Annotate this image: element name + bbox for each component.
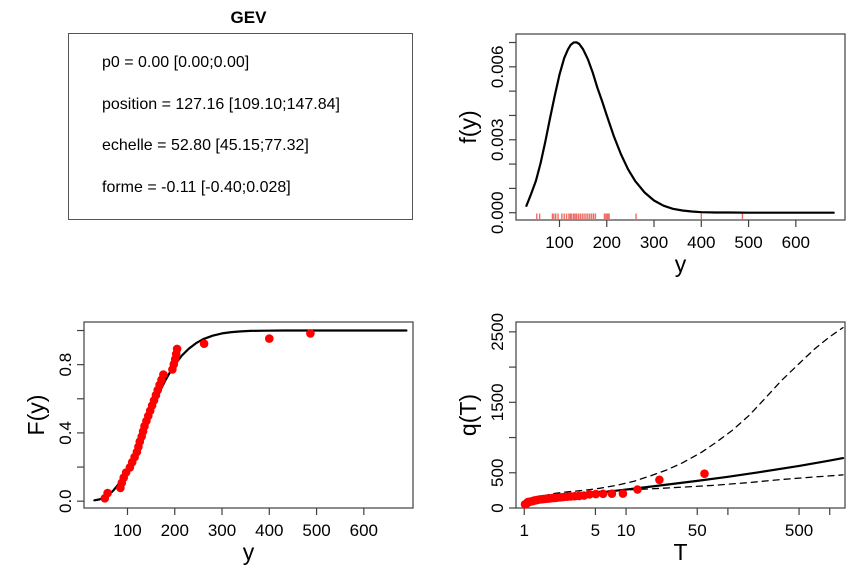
return-level-plot: 1 5 10 50 500 0 500 1500 2500 Tq(T)	[455, 313, 846, 565]
y-tick-label: 500	[488, 459, 507, 487]
x-tick-label: 100	[113, 521, 141, 540]
x-tick-label: 300	[640, 233, 668, 252]
data-point	[172, 344, 182, 354]
data-point	[199, 339, 209, 348]
x-tick-label: 600	[350, 521, 378, 540]
y-tick-label: 0.0	[56, 489, 75, 513]
data-point	[598, 489, 608, 499]
x-axis-title: T	[673, 539, 687, 565]
x-tick-label: 300	[208, 521, 236, 540]
param-forme: forme = -0.11 [-0.40;0.028]	[102, 179, 291, 196]
rug-marks	[536, 213, 744, 219]
param-position: position = 127.16 [109.10;147.84]	[102, 96, 340, 113]
y-axis-title: f(y)	[455, 110, 481, 143]
gev-parameters-panel: GEV p0 = 0.00 [0.00;0.00] position = 127…	[0, 0, 432, 288]
data-point	[306, 329, 315, 338]
fitted-gev-density-curve	[525, 41, 835, 214]
plot-frame	[83, 321, 414, 509]
x-axis: 100 200 300 400 500 600	[113, 508, 378, 540]
plot-frame	[515, 321, 846, 509]
data-point	[700, 469, 709, 478]
density-plot: 100 200 300 400 500 600 0.000 0.003 0.006 y f(y)	[455, 33, 846, 277]
y-tick-label: 0	[488, 503, 507, 512]
y-tick-label: 0.000	[488, 191, 507, 234]
x-axis: 100 200 300 400 500 600	[545, 220, 810, 252]
param-p0: p0 = 0.00 [0.00;0.00]	[102, 54, 250, 71]
x-tick-label: 200	[593, 233, 621, 252]
data-point	[585, 490, 594, 499]
data-points	[520, 469, 709, 509]
x-tick-label: 5	[591, 521, 600, 540]
data-point	[159, 370, 168, 379]
y-tick-label: 0.006	[488, 46, 507, 89]
y-tick-label: 0.4	[56, 421, 75, 445]
x-tick-label: 400	[255, 521, 283, 540]
y-axis-title: q(T)	[455, 394, 481, 436]
x-tick-label: 100	[545, 233, 573, 252]
x-tick-label: 600	[782, 233, 810, 252]
x-tick-label: 10	[617, 521, 636, 540]
y-tick-label: 1500	[488, 383, 507, 421]
x-axis-title: y	[243, 539, 255, 565]
density-panel: 100 200 300 400 500 600 0.000 0.003 0.006 y f(y)	[432, 0, 864, 288]
parameter-box: p0 = 0.00 [0.00;0.00] position = 127.16 …	[68, 33, 413, 220]
x-tick-label: 500	[302, 521, 330, 540]
x-tick-label: 1	[520, 521, 529, 540]
cdf-panel: 100 200 300 400 500 600 0.0 0.4 0.8 y F(y)	[0, 288, 432, 576]
y-axis-title: F(y)	[23, 395, 49, 436]
lower-confidence-bound-curve	[531, 474, 844, 502]
x-tick-label: 200	[161, 521, 189, 540]
data-points	[100, 329, 315, 503]
data-point	[655, 475, 664, 485]
panel-title: GEV	[230, 8, 267, 27]
y-axis: 0.0 0.4 0.8	[56, 329, 84, 513]
fitted-gev-cdf-curve	[93, 329, 408, 502]
y-tick-label: 0.003	[488, 118, 507, 161]
data-point	[618, 489, 628, 498]
data-point	[633, 485, 642, 494]
x-axis-title: y	[675, 251, 687, 277]
upper-confidence-bound-curve	[531, 326, 844, 499]
data-point	[103, 488, 112, 498]
x-axis: 1 5 10 50 500	[520, 508, 831, 540]
y-tick-label: 0.8	[56, 353, 75, 377]
y-axis: 0 500 1500 2500	[488, 313, 516, 513]
data-point	[591, 489, 601, 499]
x-tick-label: 500	[734, 233, 762, 252]
cdf-plot: 100 200 300 400 500 600 0.0 0.4 0.8 y F(y)	[23, 321, 414, 565]
x-tick-label: 400	[687, 233, 715, 252]
y-axis: 0.000 0.003 0.006	[488, 41, 516, 234]
y-tick-label: 2500	[488, 313, 507, 351]
data-point	[265, 334, 274, 343]
x-tick-label: 500	[785, 521, 813, 540]
plot-frame	[515, 33, 846, 221]
param-echelle: echelle = 52.80 [45.15;77.32]	[102, 137, 309, 154]
data-point	[607, 489, 617, 498]
x-tick-label: 50	[688, 521, 707, 540]
